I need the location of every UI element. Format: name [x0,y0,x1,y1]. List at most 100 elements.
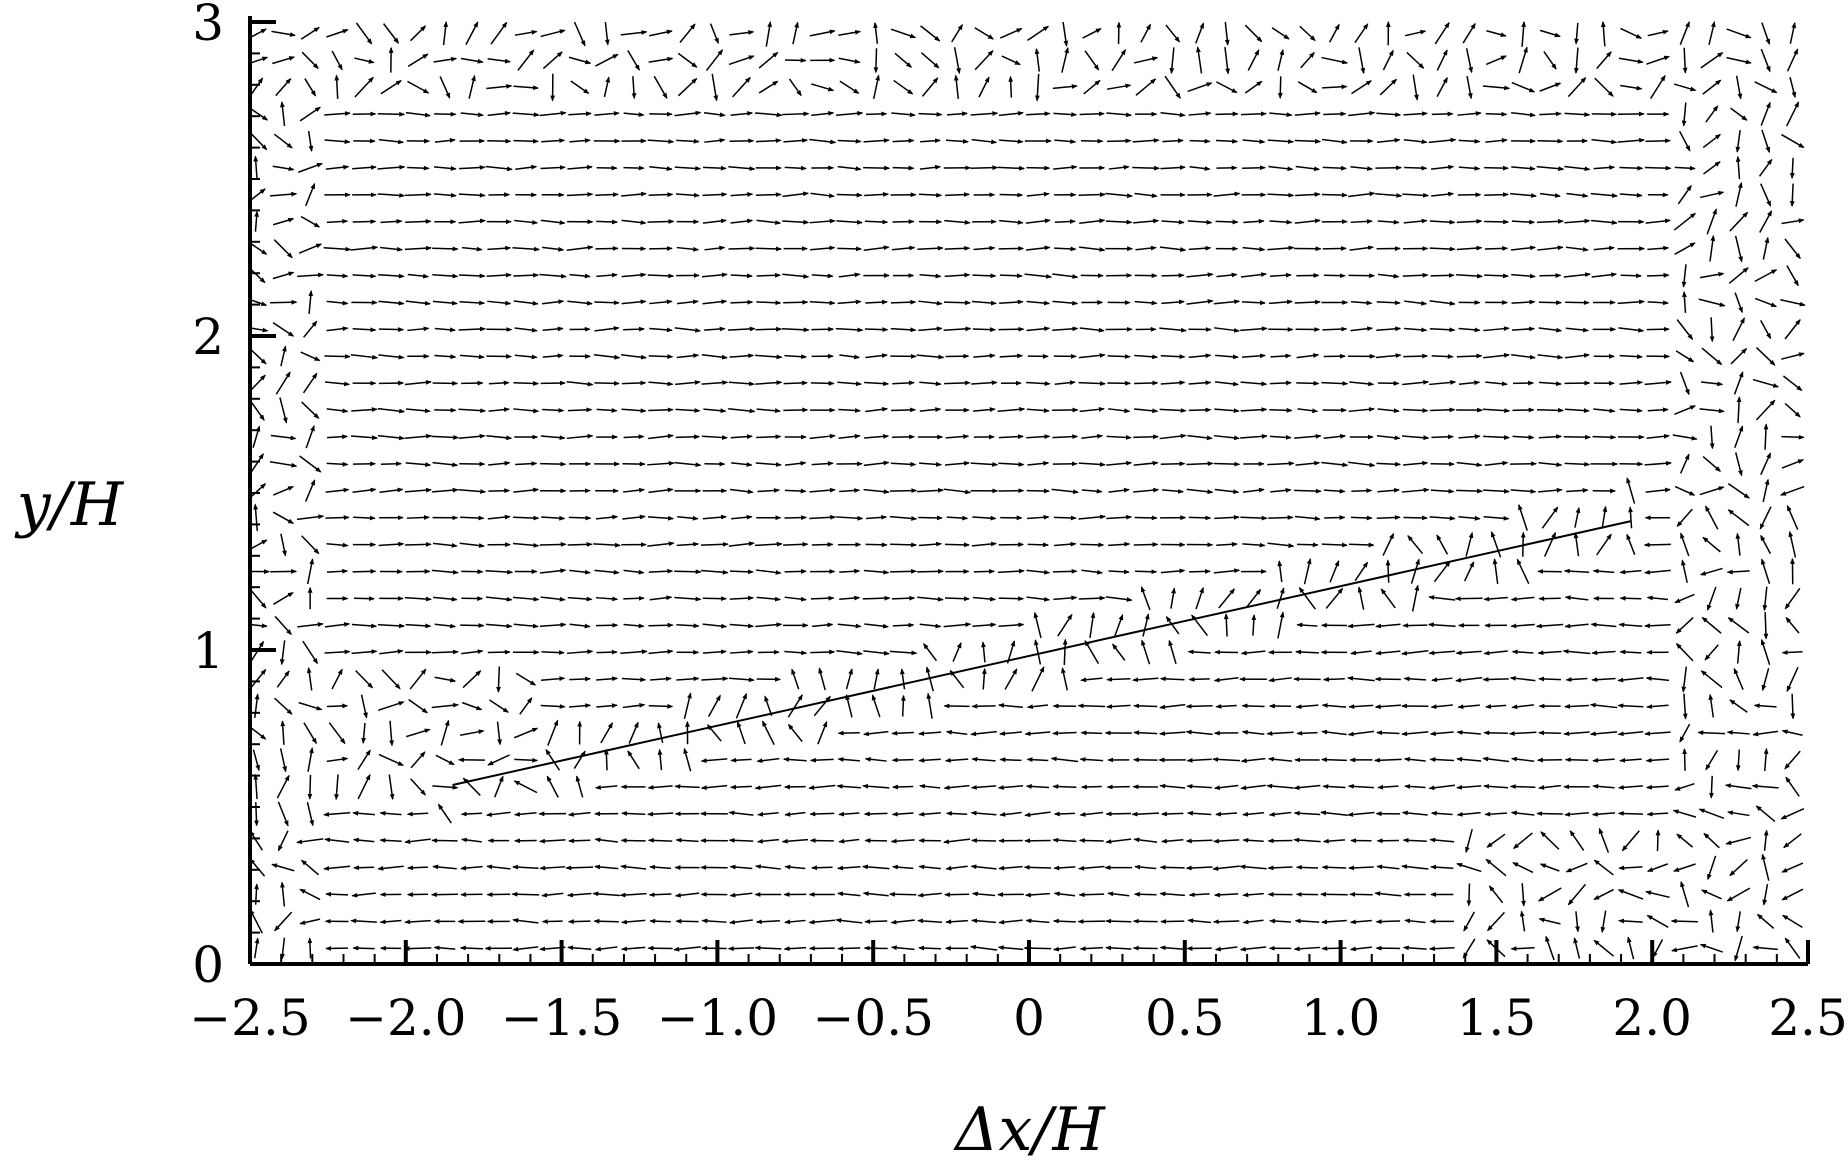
velocity-vector [1051,488,1080,495]
velocity-vector [888,891,917,897]
velocity-vector [1267,461,1295,466]
velocity-vector [782,191,810,198]
velocity-vector [999,353,1024,359]
velocity-vector [1404,29,1427,37]
velocity-vector [1484,219,1510,225]
velocity-vector [1054,246,1077,252]
velocity-vector [1293,946,1321,952]
velocity-vector [1698,808,1725,820]
velocity-vector [1700,670,1723,689]
velocity-vector [1271,27,1290,40]
velocity-vector [1511,81,1536,93]
velocity-vector [647,460,675,466]
velocity-vector [1185,729,1213,736]
velocity-vector [275,77,292,97]
velocity-vector [431,702,460,709]
velocity-vector [728,166,756,172]
velocity-vector [1563,568,1590,574]
velocity-vector [460,837,482,843]
velocity-vector [756,408,782,414]
velocity-vector [998,461,1025,467]
velocity-vector [1216,272,1238,278]
velocity-vector [703,408,727,414]
velocity-vector [1754,81,1778,94]
velocity-vector [1735,911,1741,933]
velocity-vector [593,918,619,924]
velocity-vector [539,273,567,279]
velocity-vector [514,327,538,333]
velocity-vector [1062,638,1068,665]
velocity-vector [1376,112,1402,117]
velocity-vector [539,568,567,574]
velocity-vector [757,811,779,817]
velocity-vector [352,273,377,279]
velocity-vector [594,111,620,116]
velocity-vector [674,327,702,333]
velocity-vector [791,668,800,690]
velocity-vector [1347,623,1375,629]
velocity-vector [378,753,404,767]
velocity-vector [972,596,997,602]
velocity-vector [405,111,431,118]
velocity-vector [355,22,373,45]
velocity-vector [1430,810,1453,816]
velocity-vector [1251,614,1257,636]
velocity-vector [919,273,942,279]
velocity-vector [701,380,729,386]
x-tick-label: −1.0 [657,989,778,1047]
velocity-vector [460,865,483,871]
velocity-vector [970,462,999,467]
velocity-vector [1591,650,1616,656]
velocity-vector [729,353,755,359]
velocity-vector [513,623,539,629]
velocity-vector [539,542,567,547]
velocity-vector [782,219,810,225]
velocity-vector [728,541,755,547]
velocity-vector [604,21,610,46]
velocity-vector [997,568,1025,574]
velocity-vector [1565,300,1590,306]
velocity-vector [894,52,913,68]
velocity-vector [1457,111,1482,116]
velocity-vector [299,455,322,473]
velocity-vector [1462,22,1476,44]
velocity-vector [1186,810,1212,816]
velocity-vector [300,351,321,362]
velocity-vector [892,434,916,440]
velocity-vector [249,77,264,97]
velocity-vector [1212,838,1240,844]
velocity-vector [1008,75,1014,98]
velocity-vector [757,488,781,493]
velocity-vector [540,29,566,38]
velocity-vector [1162,488,1185,494]
velocity-vector [729,892,753,898]
velocity-vector [1214,488,1240,495]
velocity-vector [647,541,675,547]
velocity-vector [1105,596,1133,602]
velocity-vector [301,535,320,555]
velocity-vector [1482,677,1509,682]
velocity-vector [865,353,888,359]
velocity-vector [410,778,426,796]
velocity-vector [1376,326,1402,332]
velocity-vector [838,433,861,439]
velocity-vector [513,811,537,817]
y-tick-label: 3 [192,0,224,52]
velocity-vector [1083,79,1101,95]
velocity-vector [1781,862,1804,873]
velocity-vector [1617,137,1646,143]
velocity-vector [1297,408,1319,414]
velocity-vector [892,165,915,171]
velocity-vector [755,326,783,332]
velocity-vector [567,300,593,306]
velocity-vector [969,944,998,951]
velocity-vector [754,945,782,951]
velocity-vector [1575,911,1580,933]
velocity-vector [323,811,351,817]
velocity-vector [1655,829,1661,852]
velocity-vector [1591,272,1618,278]
velocity-vector [357,773,371,800]
velocity-vector [648,407,674,413]
velocity-vector [1033,611,1042,639]
velocity-vector [269,299,298,305]
